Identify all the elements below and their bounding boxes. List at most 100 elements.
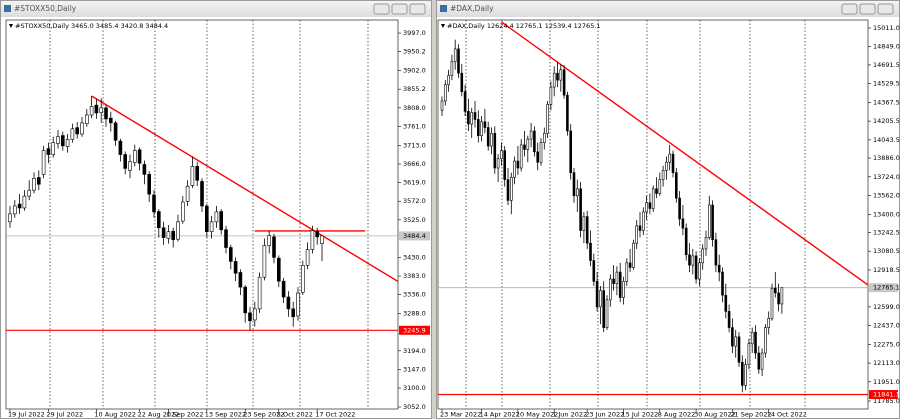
candle-body (562, 69, 566, 96)
last-price-label: 12765.1 (873, 284, 900, 292)
candle-body (599, 290, 602, 308)
candle-body (602, 290, 606, 328)
candle-body (717, 264, 721, 273)
candle-body (305, 249, 310, 266)
candle-body (142, 164, 147, 175)
y-tick-label: 12918.5 (873, 266, 900, 274)
y-tick-label: 3997.0 (403, 29, 426, 37)
candle-body (529, 130, 533, 140)
candle-body (740, 361, 744, 386)
chart-header: #STOXX50,Daily 3465.0 3485.4 3420.8 3484… (15, 22, 168, 30)
window-icon (440, 5, 447, 12)
candle-body (60, 135, 65, 147)
candle-body (694, 255, 698, 280)
y-tick-label: 3713.0 (403, 141, 426, 149)
candle-body (711, 204, 714, 241)
window-title: #DAX,Daily (450, 4, 494, 13)
candle-body (238, 272, 243, 288)
candle-body (46, 148, 51, 155)
candle-body (691, 255, 695, 266)
last-price-box (399, 231, 430, 241)
candle-body (592, 260, 596, 282)
window-button[interactable] (391, 3, 408, 15)
candle-body (70, 128, 75, 140)
candle-body (443, 84, 447, 102)
y-tick-label: 11951.0 (873, 378, 900, 386)
candle-body (157, 211, 161, 229)
candle-body (737, 336, 741, 363)
candle-body (519, 144, 523, 169)
window-button[interactable] (877, 3, 894, 15)
window-title: #STOXX50,Daily (14, 4, 77, 13)
x-tick-label: 23 Mar 2022 (440, 411, 481, 419)
x-tick-label: 19 Jul 2022 (8, 411, 45, 419)
window-button[interactable] (409, 3, 426, 15)
candle-body (13, 205, 17, 215)
candle-body (655, 188, 658, 194)
candle-body (493, 133, 497, 169)
candle-body (272, 236, 276, 258)
candle-body (747, 343, 751, 365)
window-button[interactable] (373, 3, 390, 15)
candle-body (625, 262, 629, 282)
support-label: 3245.9 (403, 326, 426, 334)
candle-body (137, 149, 142, 164)
candle-body (310, 230, 315, 250)
y-tick-label: 14367.5 (873, 98, 900, 106)
y-tick-label: 3902.0 (403, 67, 426, 75)
candle-body (473, 112, 477, 120)
candle-body (490, 133, 493, 147)
candle-body (546, 104, 549, 134)
candle-body (539, 142, 543, 163)
candle-body (582, 216, 586, 231)
candle-body (635, 225, 639, 244)
candle-body (161, 227, 166, 238)
x-tick-label: 10 May 2022 (516, 411, 558, 419)
trendline (91, 95, 398, 283)
support-label: 11841.1 (873, 391, 900, 399)
candle-body (450, 61, 454, 76)
candle-body (645, 202, 648, 213)
candle-body (734, 336, 738, 347)
candle-body (476, 119, 480, 136)
y-tick-label: 13886.0 (873, 154, 900, 162)
candle-body (229, 247, 233, 262)
candle-body (770, 287, 774, 319)
candle-body (195, 166, 199, 181)
y-tick-label: 3950.2 (403, 48, 426, 56)
candle-body (496, 158, 500, 169)
candle-body (721, 271, 724, 296)
candle-body (549, 86, 553, 105)
header-marker (441, 24, 445, 28)
candle-body (480, 121, 483, 136)
candle-body (651, 188, 655, 209)
window-button[interactable] (859, 3, 876, 15)
candle-body (671, 153, 675, 173)
candle-body (209, 221, 214, 233)
y-tick-label: 3666.0 (403, 160, 426, 168)
candle-body (608, 278, 612, 301)
candle-body (75, 127, 79, 135)
candle-body (219, 211, 223, 231)
candle-body (579, 188, 582, 231)
candle-body (22, 195, 27, 209)
candle-body (486, 127, 490, 147)
x-tick-label: 17 Oct 2022 (315, 411, 355, 419)
candle-body (674, 172, 678, 199)
trendline (500, 21, 868, 286)
candle-body (615, 271, 619, 284)
y-tick-label: 13080.5 (873, 247, 900, 255)
candle-body (457, 48, 460, 74)
candle-body (757, 352, 761, 370)
y-tick-label: 3808.0 (403, 104, 426, 112)
candle-body (32, 177, 36, 191)
candle-body (56, 136, 60, 144)
candle-body (118, 140, 123, 155)
y-tick-label: 3052.0 (403, 403, 426, 411)
x-tick-label: 14 Oct 2022 (767, 411, 807, 419)
candle-body (731, 327, 734, 347)
candle-body (51, 142, 56, 155)
window-button[interactable] (841, 3, 858, 15)
candle-body (500, 150, 503, 160)
